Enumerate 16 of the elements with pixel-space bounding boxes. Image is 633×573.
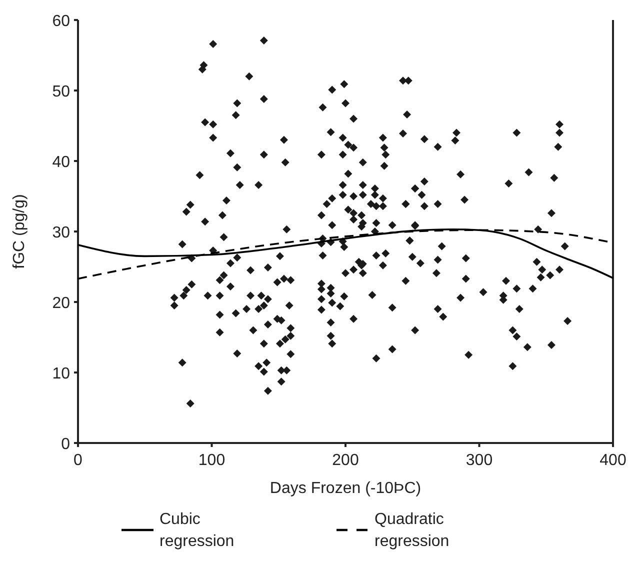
- y-tick-label: 50: [52, 84, 70, 100]
- y-tick-label: 60: [52, 13, 70, 30]
- legend-label: Quadratic regression: [374, 511, 450, 550]
- y-tick-label: 10: [52, 366, 70, 382]
- y-tick-label: 20: [52, 295, 70, 312]
- y-tick-label: 30: [52, 224, 70, 242]
- x-tick-label: 400: [600, 452, 626, 469]
- x-tick-label: 0: [74, 452, 83, 469]
- y-tick-label: 0: [61, 436, 70, 453]
- y-tick-label: 40: [52, 154, 70, 171]
- y-axis-title: fGC (pg/g): [11, 194, 28, 269]
- x-tick-label: 100: [198, 452, 226, 469]
- x-tick-label: 200: [332, 452, 359, 469]
- x-axis-title: Days Frozen (-10ÞC): [270, 480, 422, 497]
- legend-label: Cubic regression: [160, 511, 234, 550]
- x-tick-label: 300: [466, 452, 493, 469]
